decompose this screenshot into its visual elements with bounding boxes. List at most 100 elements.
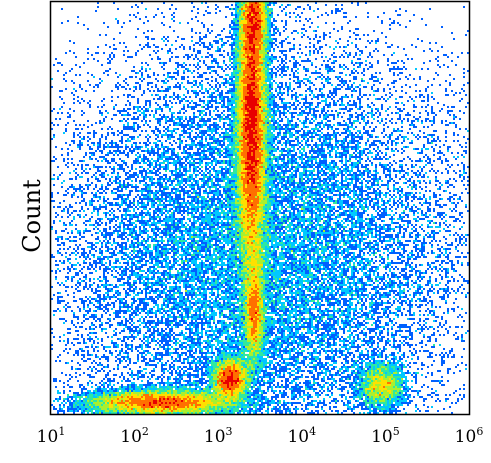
density-cell (147, 140, 149, 142)
density-cell (229, 60, 231, 62)
density-cell (391, 150, 393, 152)
density-cell (233, 140, 235, 142)
density-cell (97, 106, 99, 108)
density-cell (297, 80, 299, 82)
density-cell (253, 146, 255, 148)
density-cell (113, 114, 115, 116)
density-cell (71, 92, 73, 94)
density-cell (353, 102, 355, 104)
density-cell (243, 148, 245, 150)
density-cell (259, 142, 261, 144)
density-cell (163, 90, 165, 92)
density-cell (217, 34, 219, 36)
density-cell (277, 28, 279, 30)
density-cell (357, 148, 359, 150)
density-cell (229, 84, 231, 86)
density-cell (121, 138, 123, 140)
density-cell (157, 130, 159, 132)
density-cell (301, 28, 303, 30)
density-cell (247, 60, 249, 62)
density-cell (303, 148, 305, 150)
density-cell (283, 68, 285, 70)
density-cell (235, 10, 237, 12)
density-cell (77, 16, 79, 18)
density-cell (319, 76, 321, 78)
density-cell (241, 92, 243, 94)
density-cell (197, 50, 199, 52)
density-cell (299, 120, 301, 122)
density-cell (261, 2, 263, 4)
density-cell (261, 4, 263, 6)
density-cell (169, 60, 171, 62)
density-cell (279, 82, 281, 84)
density-cell (439, 66, 441, 68)
density-cell (121, 140, 123, 142)
density-cell (297, 148, 299, 150)
density-cell (245, 60, 247, 62)
density-cell (463, 72, 465, 74)
density-cell (245, 64, 247, 66)
density-cell (267, 108, 269, 110)
density-cell (335, 4, 337, 6)
density-cell (209, 68, 211, 70)
density-cell (423, 144, 425, 146)
density-cell (107, 70, 109, 72)
density-cell (251, 72, 253, 74)
density-cell (267, 60, 269, 62)
density-cell (209, 130, 211, 132)
density-cell (209, 144, 211, 146)
density-cell (67, 112, 69, 114)
density-cell (235, 116, 237, 118)
density-cell (403, 104, 405, 106)
density-cell (189, 134, 191, 136)
density-cell (221, 132, 223, 134)
density-cell (259, 98, 261, 100)
density-cell (219, 142, 221, 144)
density-cell (231, 52, 233, 54)
density-cell (325, 144, 327, 146)
density-cell (225, 132, 227, 134)
density-cell (275, 96, 277, 98)
density-cell (261, 16, 263, 18)
density-cell (217, 82, 219, 84)
density-cell (251, 144, 253, 146)
density-cell (301, 140, 303, 142)
density-cell (257, 130, 259, 132)
density-cell (167, 126, 169, 128)
density-cell (127, 154, 129, 156)
density-cell (179, 100, 181, 102)
density-cell (347, 84, 349, 86)
density-cell (239, 4, 241, 6)
density-cell (277, 132, 279, 134)
density-cell (107, 132, 109, 134)
density-cell (259, 110, 261, 112)
density-cell (157, 146, 159, 148)
density-cell (407, 120, 409, 122)
density-cell (263, 112, 265, 114)
density-cell (401, 68, 403, 70)
density-cell (405, 146, 407, 148)
density-cell (241, 72, 243, 74)
density-cell (197, 124, 199, 126)
density-cell (263, 18, 265, 20)
density-cell (199, 36, 201, 38)
density-cell (183, 56, 185, 58)
density-cell (121, 132, 123, 134)
density-cell (275, 38, 277, 40)
density-cell (253, 80, 255, 82)
density-cell (445, 94, 447, 96)
density-cell (243, 118, 245, 120)
density-cell (273, 4, 275, 6)
density-cell (163, 16, 165, 18)
density-cell (161, 142, 163, 144)
density-cell (79, 86, 81, 88)
density-cell (251, 126, 253, 128)
density-cell (235, 44, 237, 46)
density-cell (333, 62, 335, 64)
density-cell (247, 116, 249, 118)
density-cell (371, 88, 373, 90)
density-cell (269, 114, 271, 116)
density-cell (269, 102, 271, 104)
density-cell (231, 94, 233, 96)
density-cell (317, 40, 319, 42)
